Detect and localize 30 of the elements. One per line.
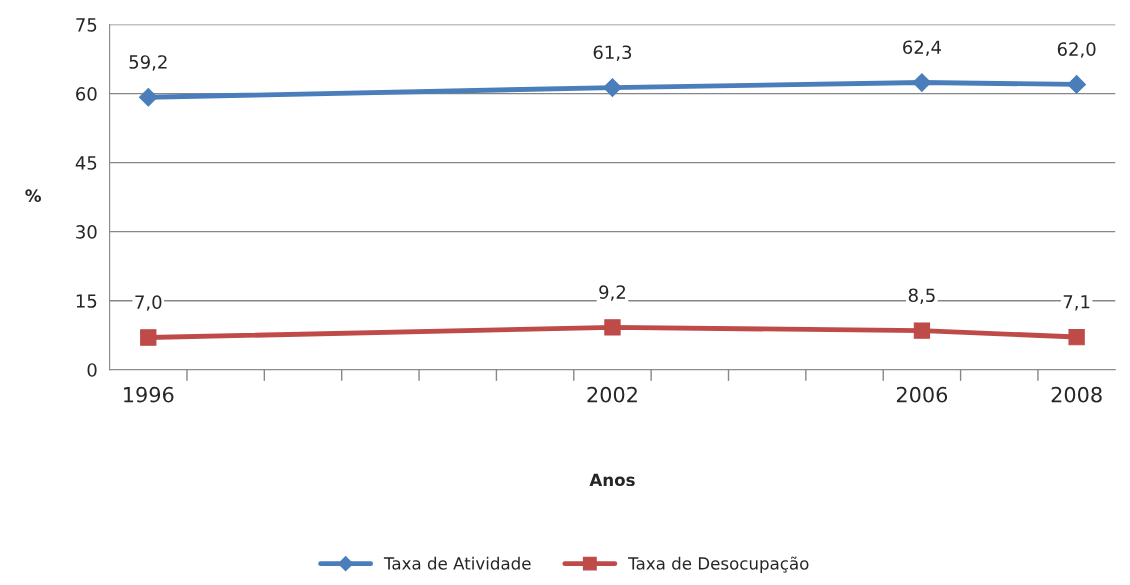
point (138, 87, 158, 107)
y-tick-label: 30 (76, 225, 97, 239)
point (604, 319, 621, 336)
y-tick-label: 75 (76, 18, 97, 32)
data-label: 7,1 (1063, 295, 1090, 311)
y-axis-title: % (25, 189, 41, 202)
legend-label: Taxa de Desocupação (628, 556, 809, 573)
data-label: 61,3 (593, 45, 632, 61)
x-axis-title: Anos (589, 473, 635, 487)
point (140, 329, 157, 346)
point (912, 73, 932, 92)
data-label: 7,0 (135, 295, 162, 311)
x-tick-label: 2002 (587, 386, 637, 403)
point (603, 78, 622, 97)
y-tick-label: 0 (87, 363, 97, 377)
y-tick-label: 45 (75, 156, 97, 170)
y-tick-label: 60 (76, 87, 97, 101)
x-tick-label: 2006 (896, 386, 948, 403)
data-label: 8,5 (908, 288, 935, 304)
data-label: 62,0 (1057, 42, 1096, 58)
point (1068, 328, 1085, 346)
x-tick-label: 2008 (1051, 386, 1102, 403)
x-tick-label: 1996 (124, 386, 174, 403)
point (913, 322, 931, 339)
point (1067, 75, 1086, 94)
data-label: 9,2 (599, 285, 626, 301)
legend-label: Taxa de Atividade (383, 556, 531, 570)
data-label: 59,2 (129, 55, 167, 71)
data-label: 62,4 (903, 40, 941, 56)
y-tick-label: 15 (76, 294, 97, 308)
